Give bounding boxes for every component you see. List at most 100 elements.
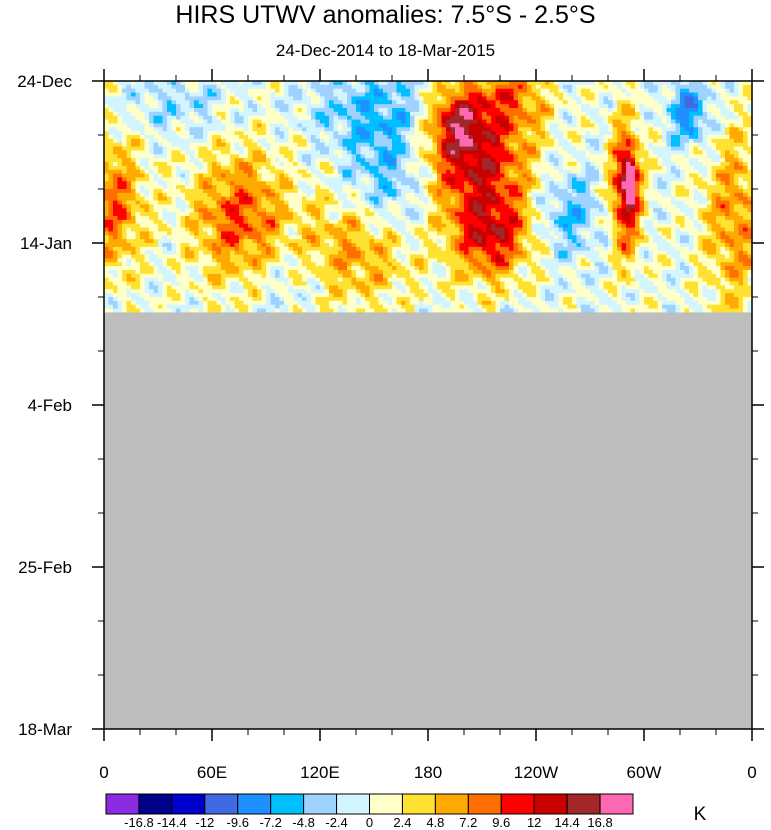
- heatmap-cell: [239, 204, 245, 209]
- heatmap-cell: [509, 189, 515, 194]
- heatmap-cell: [113, 131, 119, 136]
- heatmap-cell: [531, 189, 537, 194]
- heatmap-cell: [693, 192, 699, 198]
- heatmap-cell: [396, 88, 402, 94]
- heatmap-cell: [216, 169, 222, 175]
- heatmap-cell: [378, 169, 384, 175]
- heatmap-cell: [635, 135, 641, 140]
- heatmap-cell: [225, 138, 231, 144]
- heatmap-cell: [698, 84, 704, 90]
- heatmap-cell: [419, 162, 425, 167]
- heatmap-cell: [315, 119, 321, 125]
- heatmap-cell: [441, 162, 447, 167]
- heatmap-cell: [477, 81, 483, 86]
- heatmap-cell: [126, 100, 132, 105]
- heatmap-cell: [378, 100, 384, 105]
- heatmap-cell: [707, 177, 713, 182]
- heatmap-cell: [657, 146, 663, 152]
- heatmap-cell: [648, 127, 654, 132]
- heatmap-cell: [666, 169, 672, 175]
- heatmap-cell: [563, 177, 569, 182]
- heatmap-cell: [311, 158, 317, 163]
- heatmap-cell: [707, 196, 713, 202]
- heatmap-cell: [684, 111, 690, 117]
- heatmap-cell: [104, 212, 110, 217]
- heatmap-cell: [360, 127, 366, 132]
- heatmap-cell: [671, 208, 677, 213]
- heatmap-cell: [716, 138, 722, 144]
- heatmap-cell: [108, 84, 114, 90]
- heatmap-cell: [626, 81, 632, 86]
- heatmap-cell: [225, 185, 231, 190]
- heatmap-cell: [725, 208, 731, 213]
- heatmap-cell: [491, 154, 497, 159]
- heatmap-cell: [176, 100, 182, 105]
- heatmap-cell: [675, 185, 681, 190]
- heatmap-cell: [491, 196, 497, 202]
- heatmap-cell: [630, 192, 636, 198]
- heatmap-cell: [648, 173, 654, 179]
- heatmap-cell: [513, 119, 519, 125]
- heatmap-cell: [135, 92, 141, 98]
- heatmap-cell: [738, 150, 744, 155]
- heatmap-cell: [617, 192, 623, 198]
- heatmap-cell: [432, 108, 438, 113]
- heatmap-cell: [653, 162, 659, 167]
- heatmap-cell: [270, 88, 276, 94]
- heatmap-cell: [387, 189, 393, 194]
- heatmap-cell: [603, 131, 609, 136]
- heatmap-cell: [603, 96, 609, 101]
- heatmap-cell: [140, 100, 146, 105]
- heatmap-cell: [338, 200, 344, 206]
- heatmap-cell: [729, 165, 735, 171]
- heatmap-cell: [369, 165, 375, 171]
- heatmap-cell: [356, 196, 362, 202]
- heatmap-cell: [441, 131, 447, 136]
- heatmap-cell: [104, 92, 110, 98]
- heatmap-cell: [261, 131, 267, 136]
- heatmap-cell: [185, 115, 191, 121]
- heatmap-cell: [441, 100, 447, 105]
- heatmap-cell: [612, 169, 618, 175]
- heatmap-cell: [167, 146, 173, 152]
- heatmap-cell: [131, 119, 137, 125]
- heatmap-cell: [203, 204, 209, 209]
- heatmap-cell: [527, 104, 533, 109]
- heatmap-cell: [563, 111, 569, 117]
- heatmap-cell: [194, 150, 200, 155]
- heatmap-cell: [189, 119, 195, 125]
- heatmap-cell: [459, 208, 465, 213]
- heatmap-cell: [158, 115, 164, 121]
- heatmap-cell: [639, 146, 645, 152]
- heatmap-cell: [437, 104, 443, 109]
- heatmap-cell: [491, 150, 497, 155]
- heatmap-cell: [234, 131, 240, 136]
- heatmap-cell: [270, 127, 276, 132]
- heatmap-cell: [216, 84, 222, 90]
- heatmap-cell: [455, 192, 461, 198]
- heatmap-cell: [140, 81, 146, 86]
- heatmap-cell: [644, 146, 650, 152]
- heatmap-cell: [630, 208, 636, 213]
- heatmap-cell: [198, 169, 204, 175]
- heatmap-cell: [387, 96, 393, 101]
- heatmap-cell: [477, 88, 483, 94]
- heatmap-cell: [671, 162, 677, 167]
- heatmap-cell: [171, 177, 177, 182]
- heatmap-cell: [117, 115, 123, 121]
- heatmap-cell: [644, 196, 650, 202]
- heatmap-cell: [599, 84, 605, 90]
- heatmap-cell: [549, 138, 555, 144]
- heatmap-cell: [104, 204, 110, 209]
- heatmap-cell: [158, 127, 164, 132]
- heatmap-cell: [504, 108, 510, 113]
- heatmap-cell: [356, 142, 362, 148]
- heatmap-cell: [252, 92, 258, 98]
- heatmap-cell: [716, 84, 722, 90]
- heatmap-cell: [230, 181, 236, 186]
- heatmap-cell: [338, 150, 344, 155]
- heatmap-cell: [198, 131, 204, 136]
- heatmap-cell: [707, 165, 713, 171]
- heatmap-cell: [675, 200, 681, 206]
- heatmap-cell: [252, 123, 258, 128]
